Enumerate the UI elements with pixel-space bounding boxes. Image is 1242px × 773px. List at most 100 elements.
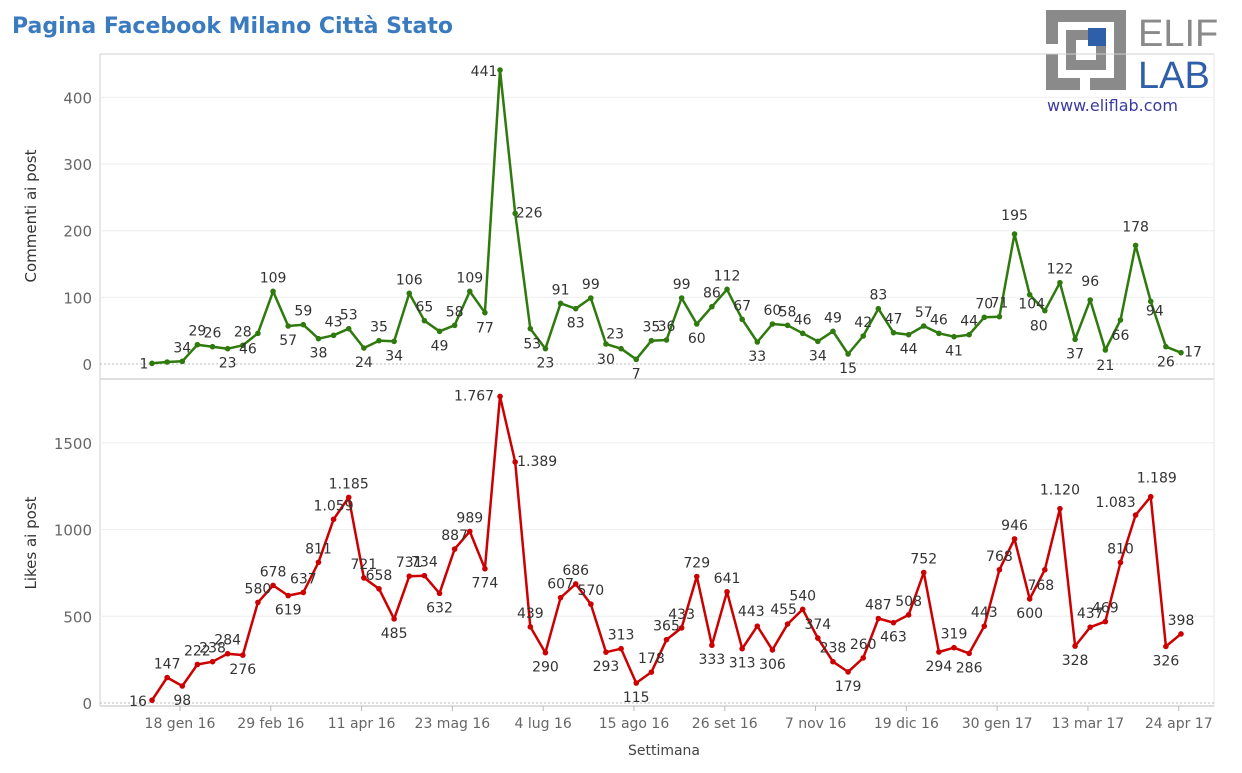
comments-data-label: 109 bbox=[260, 270, 287, 286]
likes-data-point bbox=[270, 582, 276, 589]
comments-data-label: 23 bbox=[219, 356, 237, 372]
likes-data-label: 658 bbox=[366, 568, 393, 584]
comments-data-label: 65 bbox=[415, 300, 433, 316]
comments-data-label: 35 bbox=[370, 320, 388, 336]
x-tick-label: 26 set 16 bbox=[692, 716, 758, 732]
comments-data-point bbox=[557, 300, 564, 307]
x-tick-label: 23 mag 16 bbox=[415, 716, 491, 732]
likes-data-label: 810 bbox=[1107, 541, 1134, 557]
page-title: Pagina Facebook Milano Città Stato bbox=[12, 14, 453, 39]
comments-data-point bbox=[300, 321, 307, 328]
comments-data-label: 71 bbox=[990, 296, 1008, 312]
comments-data-point bbox=[451, 322, 458, 329]
likes-data-label: 1.059 bbox=[314, 498, 354, 514]
likes-data-label: 469 bbox=[1092, 601, 1119, 617]
likes-data-point bbox=[436, 590, 443, 597]
comments-data-label: 66 bbox=[1112, 328, 1130, 344]
likes-data-point bbox=[860, 655, 867, 661]
comments-data-point bbox=[1132, 242, 1139, 249]
comments-data-point bbox=[497, 67, 503, 73]
comments-data-label: 57 bbox=[279, 333, 297, 349]
comments-data-point bbox=[315, 335, 322, 342]
likes-data-point bbox=[920, 569, 927, 576]
comments-data-point bbox=[391, 338, 397, 345]
likes-data-point bbox=[588, 601, 594, 607]
comments-axis-title: Commenti ai post bbox=[22, 149, 40, 282]
comments-data-label: 44 bbox=[960, 314, 978, 330]
likes-data-label: 637 bbox=[290, 571, 317, 587]
comments-data-label: 83 bbox=[869, 288, 887, 304]
comments-data-label: 35 bbox=[642, 320, 660, 336]
likes-data-point bbox=[996, 566, 1003, 573]
comments-data-label: 44 bbox=[900, 342, 918, 358]
comments-data-point bbox=[618, 345, 624, 352]
likes-data-label: 313 bbox=[608, 628, 635, 644]
comments-data-point bbox=[845, 351, 851, 357]
likes-data-point bbox=[300, 589, 307, 596]
comments-data-point bbox=[724, 286, 730, 293]
logo-bottom-text: LAB bbox=[1138, 55, 1210, 97]
comments-data-point bbox=[739, 316, 745, 323]
likes-data-label: 319 bbox=[941, 627, 968, 643]
likes-data-point bbox=[769, 647, 776, 653]
likes-data-point bbox=[1072, 643, 1078, 649]
comments-data-point bbox=[1163, 343, 1169, 350]
comments-data-point bbox=[1102, 347, 1109, 353]
comments-data-label: 80 bbox=[1030, 319, 1048, 335]
likes-data-point bbox=[1087, 624, 1094, 630]
likes-data-label: 686 bbox=[562, 563, 589, 579]
likes-data-label: 1.185 bbox=[329, 476, 369, 492]
likes-data-label: 752 bbox=[910, 552, 937, 568]
comments-data-point bbox=[421, 317, 428, 324]
likes-data-point bbox=[1042, 566, 1048, 573]
comments-data-label: 195 bbox=[1001, 208, 1028, 224]
comments-data-label: 46 bbox=[930, 312, 948, 328]
comments-data-point bbox=[1057, 279, 1063, 286]
comments-data-label: 15 bbox=[839, 361, 857, 377]
comments-data-label: 26 bbox=[1157, 355, 1175, 371]
likes-data-point bbox=[1102, 618, 1109, 625]
likes-data-point bbox=[557, 594, 564, 601]
likes-data-label: 437 bbox=[1077, 606, 1104, 622]
likes-data-point bbox=[845, 669, 851, 675]
likes-data-label: 580 bbox=[245, 581, 272, 597]
comments-data-label: 49 bbox=[431, 338, 449, 354]
likes-data-point bbox=[482, 565, 488, 572]
comments-data-label: 47 bbox=[885, 312, 903, 328]
likes-data-point bbox=[951, 644, 957, 651]
likes-data-label: 443 bbox=[738, 604, 765, 620]
comments-data-label: 83 bbox=[567, 316, 585, 332]
likes-data-label: 374 bbox=[804, 617, 831, 633]
comments-data-point bbox=[663, 337, 670, 343]
comments-data-label: 17 bbox=[1184, 345, 1202, 361]
likes-data-label: 1.189 bbox=[1137, 471, 1177, 487]
comments-data-point bbox=[920, 323, 927, 329]
comments-y-tick-label: 0 bbox=[82, 356, 92, 374]
comments-data-point bbox=[1072, 336, 1078, 343]
comments-data-label: 77 bbox=[476, 321, 494, 337]
comments-data-point bbox=[1087, 297, 1094, 303]
likes-data-point bbox=[603, 649, 609, 655]
likes-data-point bbox=[572, 581, 579, 587]
comments-data-point bbox=[693, 321, 700, 327]
comments-data-point bbox=[981, 314, 988, 321]
eliflab-logo: ELIF LAB bbox=[1046, 10, 1218, 97]
logo-top-text: ELIF bbox=[1138, 13, 1218, 55]
x-axis-title: Settimana bbox=[628, 743, 700, 759]
comments-data-point bbox=[709, 303, 715, 310]
comments-data-point bbox=[1147, 298, 1154, 305]
likes-data-label: 290 bbox=[532, 660, 559, 676]
x-tick-label: 13 mar 17 bbox=[1052, 716, 1125, 732]
likes-data-label: 178 bbox=[638, 651, 665, 667]
likes-data-label: 222 bbox=[184, 643, 211, 659]
comments-data-point bbox=[149, 360, 155, 367]
comments-data-point bbox=[542, 345, 549, 352]
likes-data-label: 487 bbox=[865, 598, 892, 614]
likes-data-label: 768 bbox=[986, 549, 1013, 565]
likes-data-point bbox=[693, 573, 700, 580]
comments-data-label: 21 bbox=[1096, 358, 1114, 374]
comments-data-point bbox=[754, 339, 761, 345]
likes-data-label: 678 bbox=[260, 564, 287, 580]
likes-data-point bbox=[345, 494, 352, 501]
likes-data-point bbox=[905, 612, 912, 618]
